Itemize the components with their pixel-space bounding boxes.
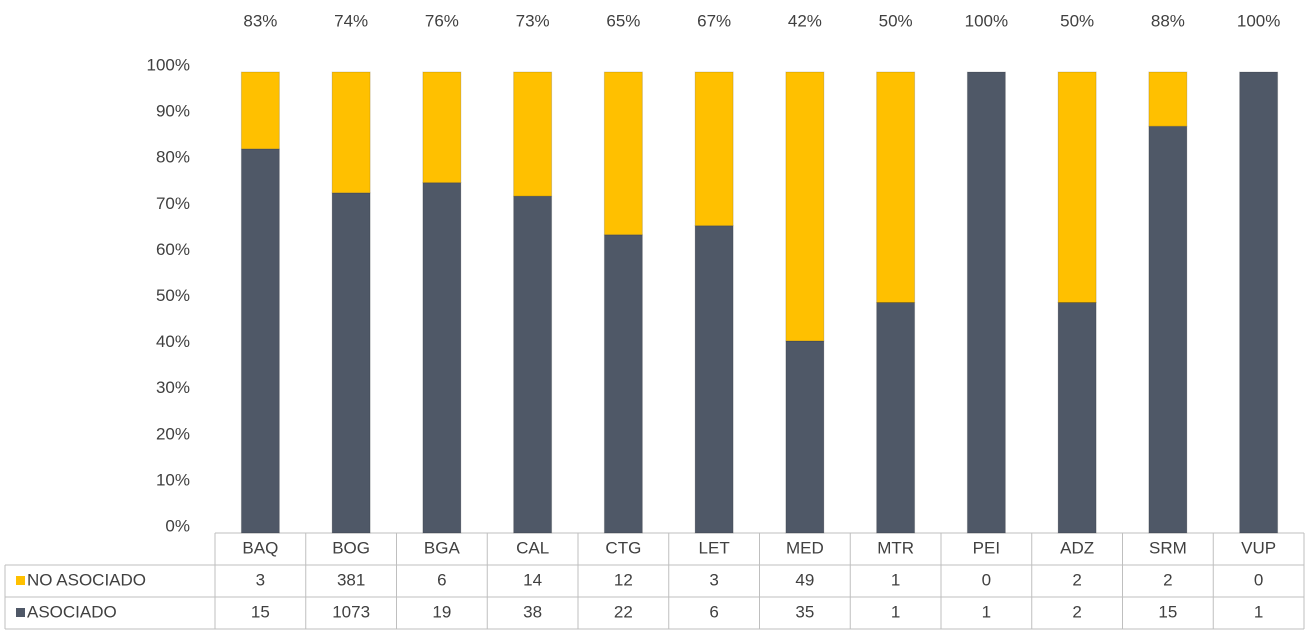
table-value: 1	[982, 602, 991, 621]
table-value: 1073	[332, 602, 370, 621]
x-tick-label: BOG	[332, 538, 370, 557]
top-label: 83%	[243, 11, 277, 30]
x-tick-label: PEI	[973, 538, 1000, 557]
x-tick-label: MED	[786, 538, 824, 557]
y-tick-label: 100%	[147, 55, 190, 74]
table-value: 35	[795, 602, 814, 621]
bar-segment	[240, 71, 280, 150]
top-label: 42%	[788, 11, 822, 30]
top-label: 50%	[1060, 11, 1094, 30]
top-label: 67%	[697, 11, 731, 30]
table-value: 1	[1254, 602, 1263, 621]
bar-segment	[694, 71, 734, 227]
bar-segment	[694, 225, 734, 534]
table-value: 0	[1254, 570, 1263, 589]
bar-segment	[966, 71, 1006, 534]
bar-segment	[331, 192, 371, 534]
table-value: 2	[1163, 570, 1172, 589]
top-label: 100%	[1237, 11, 1280, 30]
bar-segment	[785, 71, 825, 342]
bar-segment	[1239, 71, 1279, 534]
x-tick-label: LET	[699, 538, 730, 557]
bar-segment	[876, 71, 916, 303]
y-tick-label: 30%	[156, 378, 190, 397]
top-label: 100%	[965, 11, 1008, 30]
bar-segment	[1057, 71, 1097, 303]
bar-segment	[331, 71, 371, 194]
bar-segment	[603, 71, 643, 236]
table-value: 6	[437, 570, 446, 589]
y-tick-label: 0%	[165, 516, 190, 535]
table-value: 12	[614, 570, 633, 589]
legend-label: ASOCIADO	[27, 602, 117, 621]
table-value: 1	[891, 570, 900, 589]
table-value: 38	[523, 602, 542, 621]
top-label: 73%	[516, 11, 550, 30]
bar-segment	[1057, 302, 1097, 534]
table-value: 3	[709, 570, 718, 589]
top-label: 74%	[334, 11, 368, 30]
bar-segment	[1148, 71, 1188, 127]
bar-segment	[422, 182, 462, 534]
top-label: 65%	[606, 11, 640, 30]
bar-segment	[785, 340, 825, 534]
y-tick-label: 20%	[156, 424, 190, 443]
y-tick-label: 10%	[156, 470, 190, 489]
bar-segment	[603, 234, 643, 534]
top-label: 50%	[879, 11, 913, 30]
y-tick-label: 50%	[156, 286, 190, 305]
table-value: 49	[795, 570, 814, 589]
x-tick-label: VUP	[1241, 538, 1276, 557]
bar-segment	[513, 195, 553, 534]
top-label: 76%	[425, 11, 459, 30]
top-label: 88%	[1151, 11, 1185, 30]
bar-segment	[240, 148, 280, 534]
bar-segment	[422, 71, 462, 184]
table-value: 381	[337, 570, 365, 589]
table-value: 2	[1072, 602, 1081, 621]
table-value: 15	[251, 602, 270, 621]
table-value: 19	[432, 602, 451, 621]
table-value: 15	[1158, 602, 1177, 621]
table-value: 1	[891, 602, 900, 621]
y-tick-label: 80%	[156, 148, 190, 167]
bar-segment	[513, 71, 553, 197]
table-value: 6	[709, 602, 718, 621]
x-tick-label: SRM	[1149, 538, 1187, 557]
x-tick-label: CAL	[516, 538, 549, 557]
table-value: 2	[1072, 570, 1081, 589]
table-value: 22	[614, 602, 633, 621]
x-tick-label: BAQ	[242, 538, 278, 557]
y-tick-label: 60%	[156, 240, 190, 259]
table-value: 0	[982, 570, 991, 589]
legend-swatch	[16, 608, 25, 617]
x-tick-label: CTG	[605, 538, 641, 557]
x-tick-label: MTR	[877, 538, 914, 557]
y-tick-label: 70%	[156, 194, 190, 213]
table-value: 14	[523, 570, 542, 589]
y-tick-label: 40%	[156, 332, 190, 351]
table-value: 3	[256, 570, 265, 589]
x-tick-label: BGA	[424, 538, 461, 557]
bar-segment	[1148, 125, 1188, 534]
legend-swatch	[16, 576, 25, 585]
x-tick-label: ADZ	[1060, 538, 1094, 557]
bar-segment	[876, 302, 916, 534]
y-tick-label: 90%	[156, 102, 190, 121]
legend-label: NO ASOCIADO	[27, 570, 146, 589]
